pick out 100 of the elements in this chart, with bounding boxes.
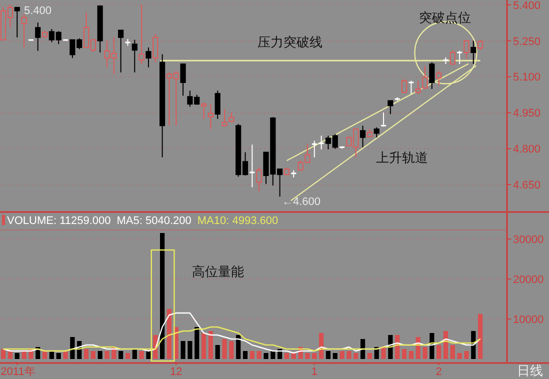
bar — [49, 351, 54, 359]
candlestick — [256, 166, 262, 192]
y-tick-label: 4.800 — [513, 144, 541, 156]
candlestick — [14, 6, 20, 38]
candlestick — [415, 80, 421, 94]
ref-line-label: 压力突破线 — [258, 34, 322, 50]
bar — [326, 351, 331, 359]
bar — [367, 353, 372, 359]
x-tick-label: 2011年 — [0, 366, 36, 378]
bar — [90, 351, 96, 359]
bar — [1, 349, 6, 359]
bar — [478, 314, 483, 359]
bar — [305, 353, 310, 359]
bar — [360, 339, 366, 359]
bar — [42, 351, 48, 359]
bar — [222, 339, 227, 359]
candlestick — [200, 102, 207, 120]
text: 日线 — [517, 363, 543, 378]
bar — [464, 351, 469, 359]
candlestick — [429, 62, 435, 90]
y-tick-label: 5.250 — [513, 36, 541, 48]
legend-label: VOLUME: 11259.000 — [7, 215, 111, 227]
bar — [84, 349, 89, 359]
bar — [381, 347, 386, 359]
bar — [408, 351, 414, 359]
candlestick — [401, 78, 408, 94]
candlestick — [228, 112, 234, 123]
bar — [256, 351, 262, 359]
bar — [346, 351, 352, 359]
y-tick-label: 30000 — [513, 234, 544, 246]
candlestick — [311, 140, 318, 158]
bar — [118, 351, 124, 359]
bar — [284, 353, 290, 359]
bar — [236, 335, 241, 359]
bar — [56, 353, 61, 359]
bar — [14, 353, 20, 359]
bar — [188, 341, 192, 359]
candlestick — [422, 65, 428, 90]
candlestick — [132, 39, 138, 73]
bar — [104, 351, 110, 359]
candlestick — [318, 135, 325, 150]
candlestick — [180, 64, 186, 96]
bar — [250, 351, 254, 359]
candlestick — [464, 40, 470, 60]
bar — [450, 345, 455, 359]
candlestick — [360, 125, 366, 148]
candlestick — [214, 90, 220, 120]
bar — [215, 345, 220, 359]
bar — [63, 351, 68, 359]
bar — [332, 353, 338, 359]
bar — [291, 353, 296, 359]
candlestick — [35, 22, 41, 52]
candlestick — [470, 40, 476, 65]
candlestick — [436, 70, 442, 86]
bar — [457, 353, 462, 359]
bar — [201, 333, 206, 359]
candlestick — [374, 126, 380, 138]
annotation: 5.400 — [24, 5, 52, 17]
bar — [242, 351, 248, 359]
candlestick — [21, 14, 27, 48]
bar — [180, 341, 186, 359]
bar — [270, 351, 276, 359]
candlestick — [146, 46, 152, 68]
x-tick-label: 12 — [170, 366, 182, 378]
bar — [312, 353, 317, 359]
y-tick-label: 5.400 — [513, 0, 541, 12]
bar — [146, 351, 151, 359]
candlestick — [208, 104, 214, 130]
candlestick — [152, 34, 158, 63]
bar — [264, 353, 268, 359]
text: MA5: 5040.200 — [116, 215, 192, 227]
candlestick — [222, 108, 228, 127]
candlestick — [408, 80, 414, 94]
y-tick-label: 10000 — [513, 314, 544, 326]
annotation: ←4.600 — [282, 196, 321, 208]
annotation: 上升轨道 — [376, 150, 428, 165]
annotation: 高位量能 — [192, 264, 244, 279]
bar — [139, 351, 144, 359]
y-tick-label: 5.100 — [513, 72, 541, 84]
bar — [160, 233, 165, 359]
x-tick-label: 2 — [436, 366, 442, 378]
candlestick — [450, 50, 456, 66]
candlestick — [138, 4, 144, 65]
bar — [22, 351, 26, 359]
bar — [436, 345, 442, 359]
bar — [229, 341, 234, 359]
bar — [354, 353, 358, 359]
bar — [340, 351, 344, 359]
bar — [430, 333, 434, 359]
candlestick — [248, 144, 256, 188]
bar — [70, 337, 75, 359]
x-tick-label: 1 — [311, 366, 318, 378]
bar — [132, 349, 137, 359]
annotation: 突破点位 — [419, 10, 471, 25]
bar — [98, 351, 102, 359]
candlestick — [380, 112, 387, 128]
bar — [194, 327, 200, 359]
y-tick-label: 4.650 — [513, 180, 541, 192]
line-series — [2, 326, 481, 352]
bar — [208, 331, 213, 359]
